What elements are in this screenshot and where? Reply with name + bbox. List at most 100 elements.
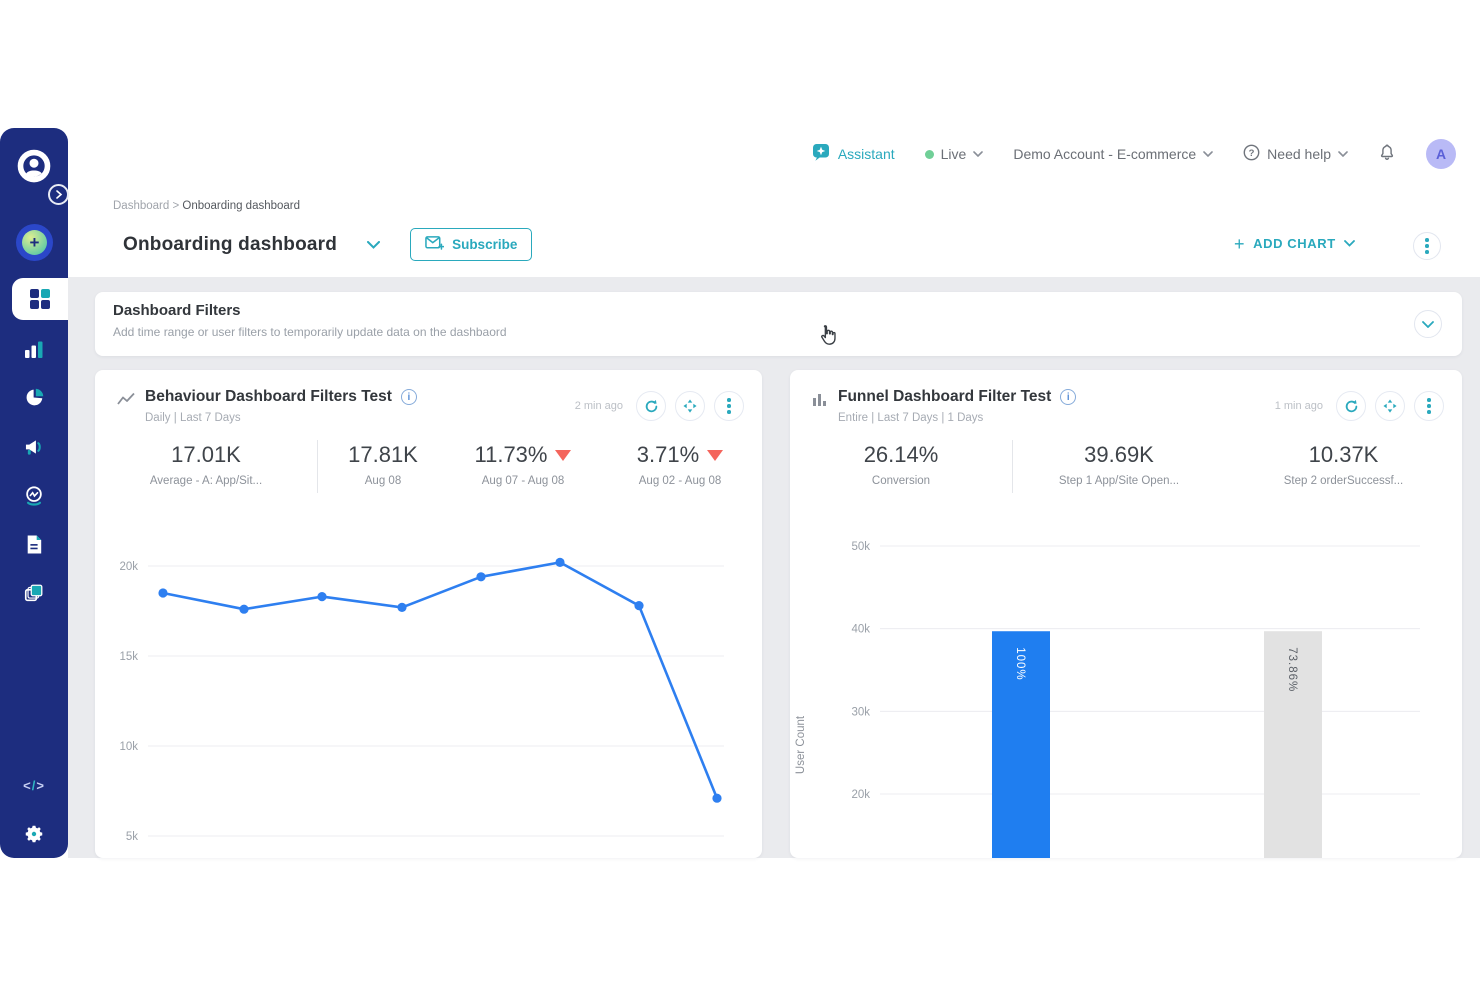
stat-label: Average - A: App/Sit... bbox=[149, 475, 263, 487]
sidebar-item-code[interactable]: </> bbox=[0, 768, 68, 802]
settings-gear-icon bbox=[25, 825, 43, 843]
stat-value: 10.37K bbox=[1308, 442, 1379, 467]
chevron-down-icon bbox=[1203, 151, 1213, 157]
chevron-down-icon bbox=[1343, 240, 1355, 247]
behaviour-line-chart[interactable]: 20k 15k 10k 5k bbox=[95, 540, 762, 858]
funnel-card-subtitle: Entire | Last 7 Days | 1 Days bbox=[838, 412, 984, 424]
sidebar-item-reports[interactable] bbox=[0, 527, 68, 561]
sidebar-item-analytics[interactable] bbox=[0, 332, 68, 366]
stat-average: 17.01K Average - A: App/Sit... bbox=[95, 440, 318, 493]
stat-label: Aug 07 - Aug 08 bbox=[481, 475, 565, 487]
sidebar-item-settings[interactable] bbox=[0, 817, 68, 851]
account-selector[interactable]: Demo Account - E-commerce bbox=[1013, 146, 1213, 162]
funnel-expand-button[interactable] bbox=[1375, 391, 1405, 421]
kebab-icon bbox=[727, 398, 731, 414]
sidebar-item-boards[interactable] bbox=[0, 576, 68, 610]
funnel-chart-card: Funnel Dashboard Filter Test i Entire | … bbox=[790, 370, 1462, 858]
assistant-icon bbox=[812, 143, 831, 165]
svg-text:20k: 20k bbox=[851, 789, 870, 801]
stat-label: Aug 08 bbox=[364, 475, 402, 487]
refresh-icon bbox=[1345, 399, 1357, 412]
filters-collapse-button[interactable] bbox=[1414, 310, 1442, 338]
bell-icon bbox=[1378, 143, 1396, 165]
breadcrumb-current: Onboarding dashboard bbox=[182, 200, 301, 212]
sidebar-collapse-button[interactable] bbox=[48, 184, 69, 205]
help-question-icon: ? bbox=[1243, 144, 1260, 164]
reports-document-icon bbox=[27, 535, 42, 553]
stat-label: Aug 02 - Aug 08 bbox=[638, 475, 722, 487]
sidebar-item-campaigns[interactable] bbox=[0, 429, 68, 463]
bar-chart-type-icon bbox=[812, 392, 828, 424]
behaviour-kebab-menu-button[interactable] bbox=[714, 391, 744, 421]
environment-selector[interactable]: Live bbox=[924, 146, 984, 162]
stat-label: Step 2 orderSuccessf... bbox=[1283, 475, 1404, 487]
stat-value: 39.69K bbox=[1084, 442, 1154, 467]
stat-conversion: 26.14% Conversion bbox=[790, 440, 1013, 493]
clevertap-logo-icon[interactable] bbox=[0, 148, 68, 184]
funnel-kebab-menu-button[interactable] bbox=[1414, 391, 1444, 421]
chevron-right-icon bbox=[55, 190, 62, 199]
svg-text:20k: 20k bbox=[119, 561, 138, 573]
trend-down-icon bbox=[555, 449, 572, 461]
svg-text:5k: 5k bbox=[126, 831, 138, 843]
plus-icon: + bbox=[1234, 233, 1246, 254]
stat-value: 11.73% bbox=[474, 442, 548, 467]
refresh-icon bbox=[645, 399, 657, 412]
funnel-refresh-button[interactable] bbox=[1336, 391, 1366, 421]
stat-wow-change: 3.71% Aug 02 - Aug 08 bbox=[598, 440, 762, 493]
campaigns-megaphone-icon bbox=[25, 439, 41, 455]
envelope-plus-icon bbox=[425, 235, 445, 254]
boards-layers-icon bbox=[24, 584, 43, 602]
info-icon[interactable]: i bbox=[1060, 389, 1077, 405]
add-chart-button[interactable]: + ADD CHART bbox=[1234, 233, 1355, 254]
breadcrumb: Dashboard > Onboarding dashboard bbox=[113, 200, 300, 212]
stat-value: 26.14% bbox=[863, 442, 939, 467]
line-chart-type-icon bbox=[117, 392, 135, 424]
behaviour-refresh-button[interactable] bbox=[636, 391, 666, 421]
info-icon[interactable]: i bbox=[400, 389, 417, 405]
engage-person-pulse-icon bbox=[26, 485, 42, 506]
live-label: Live bbox=[940, 146, 967, 162]
filters-title: Dashboard Filters bbox=[113, 302, 241, 319]
stat-latest-day: 17.81K Aug 08 bbox=[318, 440, 448, 493]
stat-value: 17.81K bbox=[348, 442, 418, 467]
svg-text:10k: 10k bbox=[119, 741, 138, 753]
stat-step2: 10.37K Step 2 orderSuccessf... bbox=[1225, 440, 1462, 493]
page-title: Onboarding dashboard bbox=[123, 233, 338, 255]
kebab-icon bbox=[1425, 238, 1429, 254]
subscribe-label: Subscribe bbox=[452, 237, 518, 252]
stat-label: Conversion bbox=[871, 475, 931, 487]
add-chart-label: ADD CHART bbox=[1253, 236, 1336, 251]
dashboards-grid-icon bbox=[29, 288, 51, 310]
avatar[interactable]: A bbox=[1426, 139, 1456, 169]
kebab-icon bbox=[1427, 398, 1431, 414]
assistant-button[interactable]: Assistant bbox=[812, 143, 895, 165]
notifications-button[interactable] bbox=[1378, 143, 1396, 165]
account-label: Demo Account - E-commerce bbox=[1013, 146, 1197, 162]
avatar-initial: A bbox=[1435, 146, 1447, 162]
funnel-card-title: Funnel Dashboard Filter Test bbox=[838, 388, 1052, 405]
sidebar: + </> bbox=[0, 128, 69, 858]
funnel-card-header: Funnel Dashboard Filter Test i Entire | … bbox=[790, 370, 1462, 424]
subscribe-button[interactable]: Subscribe bbox=[410, 228, 533, 261]
breadcrumb-root[interactable]: Dashboard bbox=[113, 200, 170, 212]
svg-text:15k: 15k bbox=[119, 651, 138, 663]
need-help-menu[interactable]: ? Need help bbox=[1243, 144, 1348, 164]
sidebar-item-engage[interactable] bbox=[0, 478, 68, 512]
title-dropdown-chevron-icon[interactable] bbox=[367, 240, 381, 249]
chevron-down-icon bbox=[1422, 320, 1434, 328]
stat-dod-change: 11.73% Aug 07 - Aug 08 bbox=[448, 440, 598, 493]
behaviour-card-subtitle: Daily | Last 7 Days bbox=[145, 412, 241, 424]
analytics-bars-icon bbox=[25, 341, 43, 358]
need-help-label: Need help bbox=[1267, 146, 1331, 162]
create-button[interactable]: + bbox=[16, 224, 53, 261]
svg-text:50k: 50k bbox=[851, 541, 870, 553]
funnel-bar-chart[interactable]: 50k 40k 30k 20k User Count 100% 73.86% bbox=[790, 520, 1462, 858]
behaviour-expand-button[interactable] bbox=[675, 391, 705, 421]
sidebar-item-segments[interactable] bbox=[0, 380, 68, 414]
behaviour-stats-row: 17.01K Average - A: App/Sit... 17.81K Au… bbox=[95, 440, 762, 493]
sidebar-item-dashboards[interactable] bbox=[12, 278, 68, 320]
dashboard-kebab-menu-button[interactable] bbox=[1413, 232, 1441, 260]
svg-text:User Count: User Count bbox=[795, 715, 807, 774]
